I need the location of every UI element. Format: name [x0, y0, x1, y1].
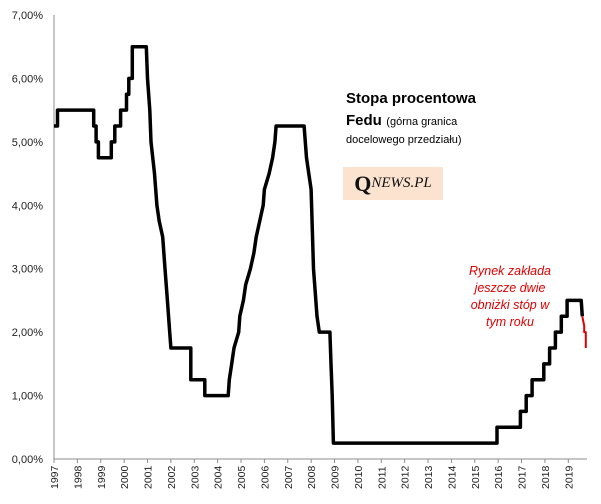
- x-tick-label: 2002: [166, 465, 178, 489]
- x-tick-label: 2001: [143, 465, 155, 489]
- market-expectation-note: Rynek zakłada jeszcze dwie obniżki stóp …: [450, 263, 570, 331]
- y-tick-label: 4,00%: [12, 200, 43, 212]
- chart-title-line2: Fedu (górna granica: [346, 112, 458, 129]
- market-expectation-line: [581, 316, 587, 348]
- note-line-2: jeszcze dwie: [474, 281, 546, 295]
- y-tick-label: 1,00%: [12, 391, 43, 403]
- x-tick-label: 2003: [189, 465, 201, 489]
- x-tick-label: 2017: [517, 465, 529, 489]
- y-tick-label: 7,00%: [12, 10, 43, 22]
- x-tick-label: 1998: [72, 465, 84, 489]
- y-tick-label: 6,00%: [12, 73, 43, 85]
- x-tick-label: 2008: [306, 465, 318, 489]
- x-tick-label: 2012: [400, 465, 412, 489]
- chart-title-box: Stopa procentowa Fedu (górna granica doc…: [346, 88, 546, 148]
- x-tick-label: 2006: [259, 465, 271, 489]
- x-tick-label: 2005: [236, 465, 248, 489]
- chart-subtitle-b: docelowego przedziału): [346, 134, 462, 146]
- y-tick-label: 2,00%: [12, 327, 43, 339]
- y-tick-label: 0,00%: [12, 454, 43, 466]
- chart-title: Stopa procentowa: [346, 90, 477, 107]
- note-line-1: Rynek zakłada: [469, 264, 551, 278]
- x-tick-label: 2016: [493, 465, 505, 489]
- x-tick-label: 2007: [283, 465, 295, 489]
- x-tick-label: 2000: [119, 465, 131, 489]
- x-tick-label: 1999: [96, 465, 108, 489]
- x-axis: 1997 1998 1999 2000 2001 2002 2003 2004 2005 2006…: [49, 15, 587, 489]
- x-tick-label: 2019: [563, 465, 575, 489]
- x-tick-label: 2015: [470, 465, 482, 489]
- x-tick-label: 2014: [446, 465, 458, 489]
- x-tick-label: 1997: [49, 465, 61, 489]
- y-axis-labels: 0,00% 1,00% 2,00% 3,00% 4,00% 5,00% 6,00% 7,00%: [12, 10, 43, 466]
- x-tick-label: 2013: [423, 465, 435, 489]
- y-tick-label: 3,00%: [12, 264, 43, 276]
- x-tick-label: 2011: [376, 466, 388, 489]
- x-tick-label: 2010: [353, 465, 365, 489]
- fed-rate-line: [54, 44, 585, 445]
- x-tick-label: 2018: [540, 465, 552, 489]
- logo-text: NEWS.PL: [371, 175, 432, 191]
- note-line-3: obniżki stóp w: [470, 298, 550, 312]
- logo-q: Q: [354, 170, 372, 196]
- note-line-4: tym roku: [486, 315, 534, 329]
- y-tick-label: 5,00%: [12, 137, 43, 149]
- series-layer: [54, 44, 587, 445]
- x-tick-label: 2004: [213, 465, 225, 489]
- qnews-logo: Q NEWS.PL: [343, 167, 443, 200]
- x-tick-label: 2009: [330, 465, 342, 489]
- chart-subtitle-a: (górna granica: [386, 116, 458, 128]
